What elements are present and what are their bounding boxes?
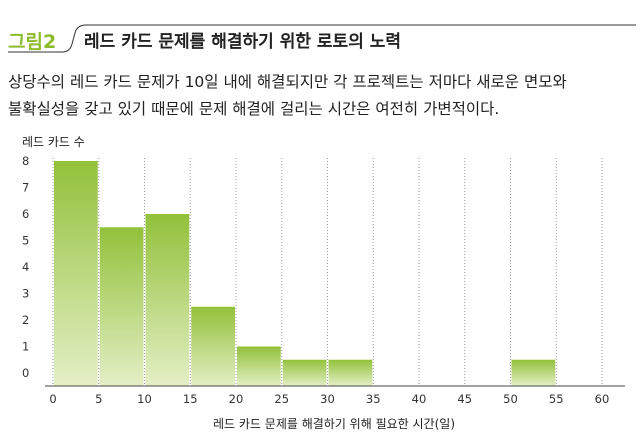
x-tick-label: 55 (549, 392, 564, 406)
x-tick-label: 15 (183, 392, 198, 406)
histogram-bar (99, 227, 144, 386)
caption-line-2: 불확실성을 갖고 있기 때문에 문제 해결에 걸리는 시간은 여전히 가변적이다… (8, 100, 500, 118)
histogram-bar (237, 346, 281, 386)
histogram-bar (145, 214, 190, 386)
x-tick-label: 45 (457, 392, 472, 406)
x-tick-label: 20 (229, 392, 244, 406)
figure-header: 그림2 레드 카드 문제를 해결하기 위한 로토의 노력 (0, 0, 640, 56)
figure-label: 그림2 (8, 31, 57, 53)
x-tick-label: 35 (366, 392, 381, 406)
y-tick-label: 5 (22, 234, 29, 248)
y-tick-label: 4 (22, 260, 29, 274)
y-tick-label: 3 (22, 287, 29, 301)
y-tick-label: 7 (22, 181, 29, 195)
y-tick-label: 1 (22, 340, 29, 354)
header-rule (8, 24, 636, 53)
x-tick-label: 0 (49, 392, 56, 406)
y-ticks: 8 7 6 5 4 3 2 1 0 (22, 154, 29, 380)
x-tick-label: 10 (137, 392, 152, 406)
x-tick-label: 40 (412, 392, 427, 406)
grid-lines (52, 158, 603, 386)
x-axis-label: 레드 카드 문제를 해결하기 위해 필요한 시간(일) (213, 417, 455, 431)
histogram-bar (54, 161, 98, 386)
figure-title: 레드 카드 문제를 해결하기 위한 로토의 노력 (84, 32, 402, 52)
figure-caption: 상당수의 레드 카드 문제가 10일 내에 해결되지만 각 프로젝트는 저마다 … (8, 69, 633, 123)
bars (54, 161, 556, 386)
x-tick-label: 50 (503, 392, 518, 406)
x-ticks: 0 5 10 15 20 25 30 35 40 45 50 55 60 (49, 392, 609, 406)
caption-line-1: 상당수의 레드 카드 문제가 10일 내에 해결되지만 각 프로젝트는 저마다 … (8, 73, 567, 91)
y-tick-label: 0 (22, 366, 29, 380)
y-tick-label: 8 (22, 154, 29, 168)
x-tick-label: 25 (274, 392, 289, 406)
histogram-bar (511, 359, 556, 386)
x-tick-label: 60 (595, 392, 610, 406)
y-axis-label: 레드 카드 수 (22, 135, 85, 149)
histogram-bar (191, 306, 235, 386)
y-tick-label: 6 (22, 207, 29, 221)
y-tick-label: 2 (22, 313, 29, 327)
histogram-bar (282, 359, 327, 386)
histogram-bar (328, 359, 373, 386)
x-tick-label: 5 (95, 392, 102, 406)
x-tick-label: 30 (320, 392, 335, 406)
